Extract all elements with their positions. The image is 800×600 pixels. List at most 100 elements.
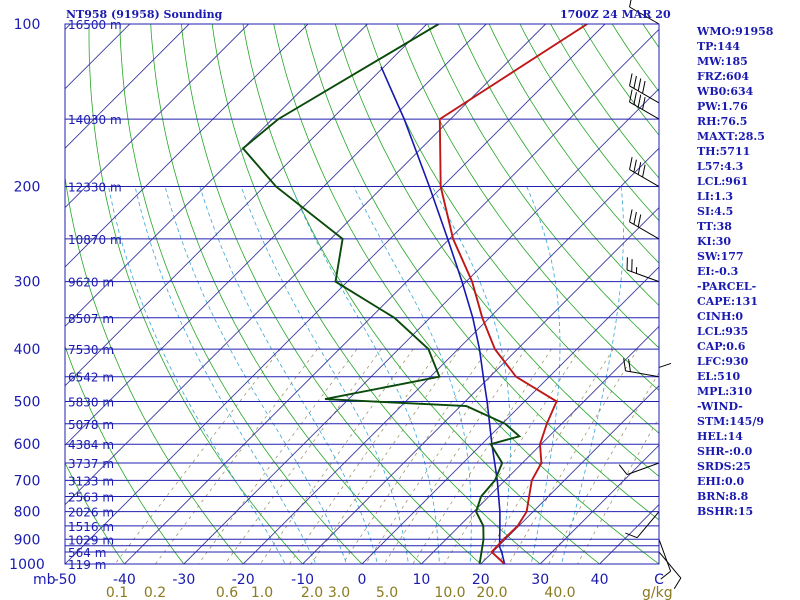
mixing-ratio-line xyxy=(114,348,281,564)
moist-adiabat xyxy=(290,186,440,564)
index-item: LCL:935 xyxy=(697,325,749,338)
temperature-tick-label: 20 xyxy=(472,572,490,588)
dry-adiabat xyxy=(427,24,659,349)
y-unit-label: mb xyxy=(33,572,56,588)
height-label: 6542 m xyxy=(68,371,114,385)
pressure-tick-label: 100 xyxy=(14,17,41,33)
index-item: CAPE:131 xyxy=(697,295,758,308)
height-label: 3133 m xyxy=(68,474,114,488)
height-label: 14030 m xyxy=(68,113,122,127)
pressure-tick-label: 700 xyxy=(14,473,41,489)
wind-barb xyxy=(626,257,660,283)
index-item: HEL:14 xyxy=(697,430,743,443)
index-item: L57:4.3 xyxy=(697,160,744,173)
height-label: 8507 m xyxy=(68,312,114,326)
wind-barb xyxy=(623,358,660,378)
index-item: STM:145/9 xyxy=(697,415,764,428)
pressure-tick-label: 400 xyxy=(14,342,41,358)
isotherm-line xyxy=(65,24,487,446)
mixing-ratio-label: 5.0 xyxy=(376,585,398,600)
index-item: TT:38 xyxy=(697,220,732,233)
pressure-tick-label: 800 xyxy=(14,505,41,521)
temperature-tick-label: -50 xyxy=(54,572,77,588)
isotherm-line xyxy=(65,24,428,387)
index-item: WB0:634 xyxy=(697,85,754,98)
index-item: EHI:0.0 xyxy=(697,475,745,488)
pressure-tick-label: 600 xyxy=(14,437,41,453)
dry-adiabat xyxy=(488,24,659,264)
height-label: 5830 m xyxy=(68,395,114,409)
moist-adiabat xyxy=(431,186,511,564)
isotherm-line xyxy=(65,24,309,268)
dry-adiabat xyxy=(88,24,304,564)
parcel-path xyxy=(380,66,506,564)
index-item: SW:177 xyxy=(697,250,744,263)
temperature-tick-label: 30 xyxy=(531,572,549,588)
dry-adiabat xyxy=(65,461,125,564)
temperature-end-label: C xyxy=(654,572,664,588)
index-item: MPL:310 xyxy=(697,385,753,398)
index-item: TH:5711 xyxy=(697,145,751,158)
height-label: 5078 m xyxy=(68,418,114,432)
temperature-profile xyxy=(438,24,588,564)
observation-time: 1700Z 24 MAR 20 xyxy=(560,8,671,21)
height-label: 12330 m xyxy=(68,181,122,195)
temperature-tick-label: -10 xyxy=(291,572,314,588)
index-item: KI:30 xyxy=(697,235,732,248)
mixing-ratio-line xyxy=(310,348,460,564)
mixing-ratio-line xyxy=(383,348,526,564)
pressure-tick-label: 1000 xyxy=(9,557,45,573)
dry-adiabat xyxy=(65,174,244,564)
index-item: EI:-0.3 xyxy=(697,265,739,278)
station-title: NT958 (91958) Sounding xyxy=(66,8,223,21)
index-item: TP:144 xyxy=(697,40,741,53)
mixing-ratio-line xyxy=(289,348,441,564)
height-label: 564 m xyxy=(68,546,106,560)
wind-barb xyxy=(629,157,660,187)
index-item: SHR-:0.0 xyxy=(697,445,753,458)
index-item: CAP:0.6 xyxy=(697,340,746,353)
index-item: LFC:930 xyxy=(697,355,749,368)
dry-adiabat xyxy=(304,24,659,521)
temperature-tick-label: -40 xyxy=(113,572,136,588)
wind-barb xyxy=(625,511,660,539)
wind-barb xyxy=(658,539,672,580)
height-label: 4384 m xyxy=(68,438,114,452)
isotherm-line xyxy=(65,24,606,564)
mixing-ratio-label: 2.0 xyxy=(301,585,323,600)
dry-adiabat xyxy=(396,24,659,391)
index-item: WMO:91958 xyxy=(697,25,774,38)
moist-adiabat xyxy=(560,186,624,564)
height-label: 1029 m xyxy=(68,533,114,547)
wind-barb xyxy=(618,462,660,476)
moist-adiabat xyxy=(353,186,472,564)
wind-barb xyxy=(629,73,660,104)
height-label: 119 m xyxy=(68,558,106,572)
height-label: 1516 m xyxy=(68,520,114,534)
index-item: MW:185 xyxy=(697,55,748,68)
height-label: 2026 m xyxy=(68,506,114,520)
temperature-tick-label: -30 xyxy=(172,572,195,588)
isotherm-line xyxy=(65,24,546,506)
mixing-ratio-line xyxy=(198,348,358,564)
isotherm-line xyxy=(539,444,659,564)
height-label: 2563 m xyxy=(68,491,114,505)
index-item: BSHR:15 xyxy=(697,505,754,518)
dry-adiabat xyxy=(457,24,659,307)
moist-adiabat xyxy=(164,186,348,564)
mixing-ratio-label: 0.2 xyxy=(144,585,166,600)
moist-adiabat xyxy=(134,186,317,564)
moist-adiabat xyxy=(108,186,286,564)
isotherm-line xyxy=(361,266,659,564)
mixing-ratio-label: 40.0 xyxy=(544,585,575,600)
index-item: MAXT:28.5 xyxy=(697,130,765,143)
height-label: 10870 m xyxy=(68,233,122,247)
isotherm-line xyxy=(480,385,659,564)
isotherm-line xyxy=(65,24,249,209)
dry-adiabat xyxy=(150,24,422,564)
wind-barb xyxy=(629,89,660,120)
pressure-tick-label: 300 xyxy=(14,275,41,291)
index-item: PW:1.76 xyxy=(697,100,748,113)
index-item: SI:4.5 xyxy=(697,205,734,218)
